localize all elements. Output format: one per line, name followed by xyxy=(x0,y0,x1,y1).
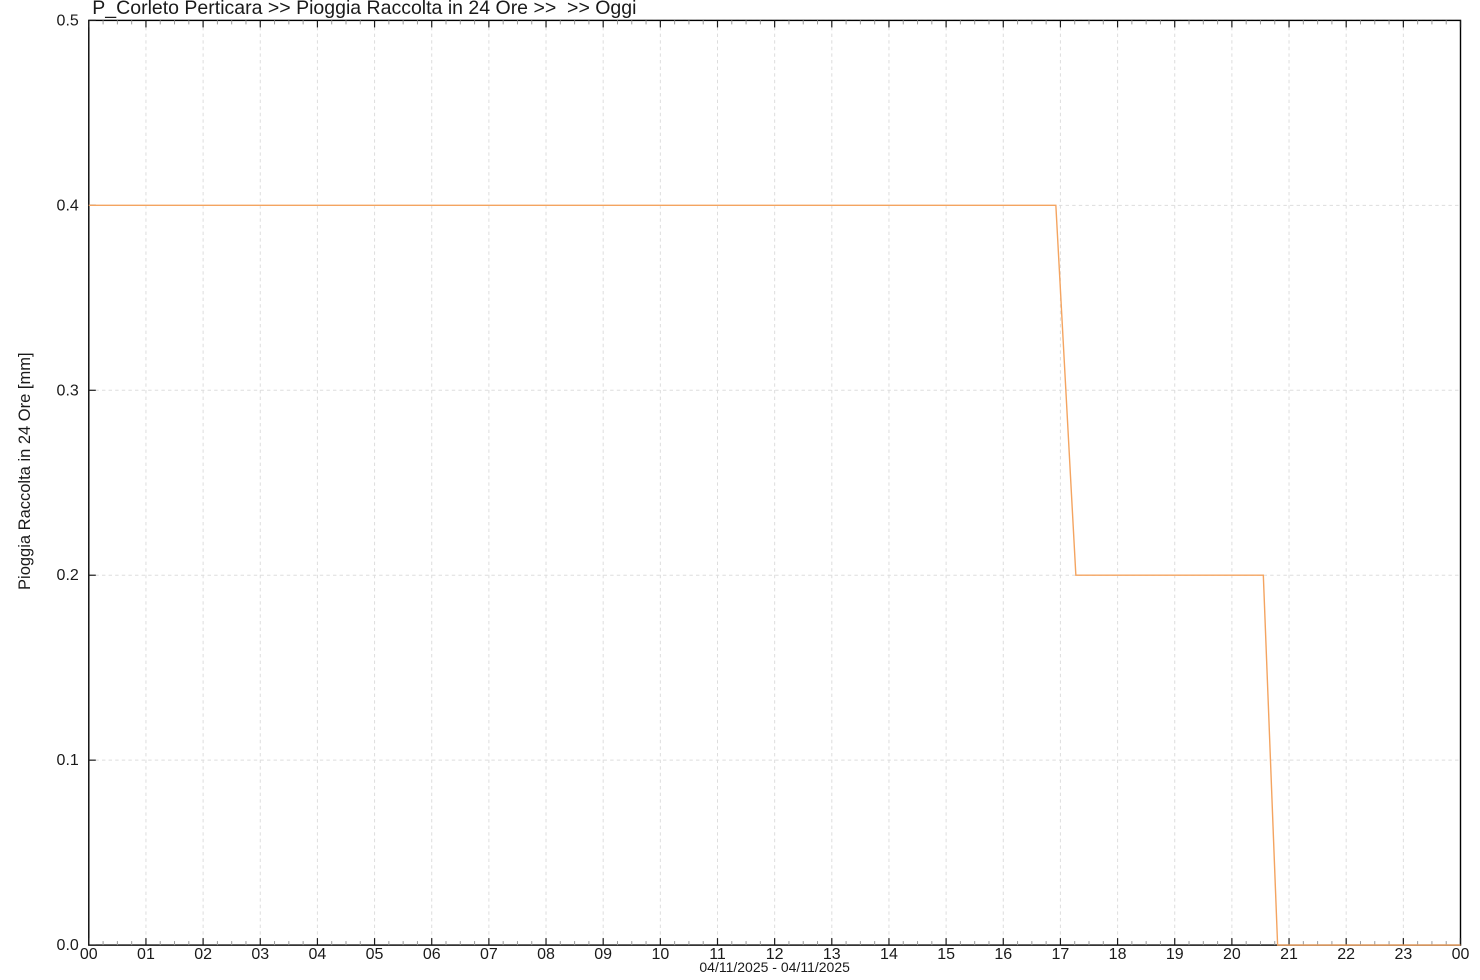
svg-text:18: 18 xyxy=(1109,946,1127,963)
svg-text:14: 14 xyxy=(880,946,898,963)
svg-text:01: 01 xyxy=(137,946,155,963)
svg-text:00: 00 xyxy=(80,946,98,963)
svg-text:19: 19 xyxy=(1166,946,1184,963)
svg-text:16: 16 xyxy=(994,946,1012,963)
svg-text:21: 21 xyxy=(1280,946,1298,963)
svg-text:04: 04 xyxy=(309,946,327,963)
svg-text:15: 15 xyxy=(937,946,955,963)
svg-text:00: 00 xyxy=(1452,946,1470,963)
svg-text:22: 22 xyxy=(1337,946,1355,963)
svg-text:07: 07 xyxy=(480,946,498,963)
svg-text:Pioggia Raccolta in 24 Ore [mm: Pioggia Raccolta in 24 Ore [mm] xyxy=(16,352,34,590)
svg-text:0.4: 0.4 xyxy=(57,197,79,214)
svg-text:03: 03 xyxy=(251,946,269,963)
svg-text:04/11/2025 - 04/11/2025: 04/11/2025 - 04/11/2025 xyxy=(699,959,850,975)
svg-text:10: 10 xyxy=(651,946,669,963)
svg-text:08: 08 xyxy=(537,946,555,963)
svg-text:0.0: 0.0 xyxy=(57,937,79,954)
svg-text:0.1: 0.1 xyxy=(57,752,79,769)
svg-text:0.2: 0.2 xyxy=(57,567,79,584)
svg-text:02: 02 xyxy=(194,946,212,963)
svg-text:23: 23 xyxy=(1394,946,1412,963)
svg-text:09: 09 xyxy=(594,946,612,963)
svg-text:P_Corleto Perticara >> Pioggia: P_Corleto Perticara >> Pioggia Raccolta … xyxy=(92,0,636,19)
svg-text:06: 06 xyxy=(423,946,441,963)
svg-text:20: 20 xyxy=(1223,946,1241,963)
svg-text:17: 17 xyxy=(1052,946,1070,963)
svg-text:0.5: 0.5 xyxy=(57,12,79,29)
svg-text:05: 05 xyxy=(366,946,384,963)
svg-text:0.3: 0.3 xyxy=(57,382,79,399)
